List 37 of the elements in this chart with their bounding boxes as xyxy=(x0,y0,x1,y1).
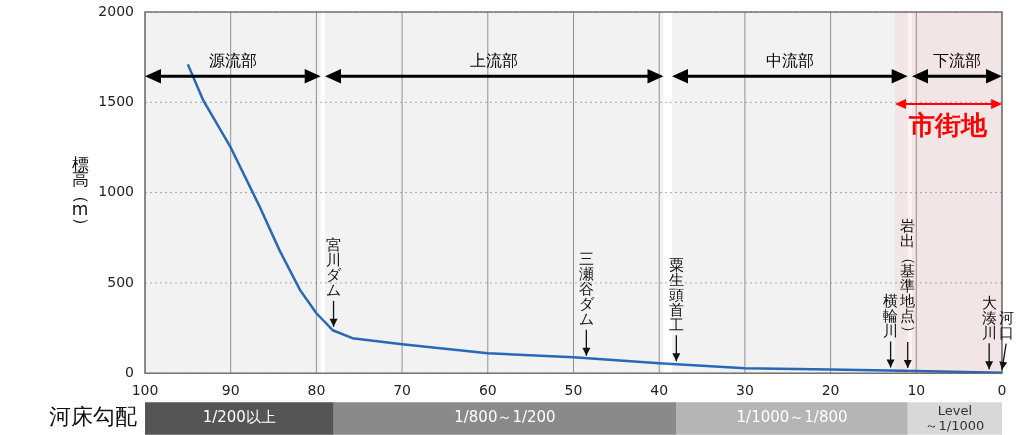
series-label: 1/1000～1/800 xyxy=(736,408,848,427)
x-tick-label: 20 xyxy=(821,382,840,399)
band-label: 中流部 xyxy=(765,51,814,71)
y-tick-label: 1500 xyxy=(98,92,134,109)
x-tick-label: 60 xyxy=(478,382,497,399)
bar xyxy=(676,402,909,435)
band-label: 源流部 xyxy=(208,51,257,71)
y-tick-label: 2000 xyxy=(98,2,134,19)
band-label: 市街地 xyxy=(908,109,989,140)
annotation: 粟生頭首工 xyxy=(668,255,684,334)
band-label: 上流部 xyxy=(470,51,519,71)
x-tick-label: 50 xyxy=(564,382,583,399)
y-tick-label: 0 xyxy=(125,363,134,380)
annotation: 大湊川 xyxy=(981,293,997,342)
y-tick-label: 500 xyxy=(107,273,134,290)
annotation: 宮川ダム xyxy=(326,236,343,300)
band-label: 下流部 xyxy=(933,51,982,71)
annotation: 横輪川 xyxy=(883,291,899,340)
series-label: Level ～1/1000 xyxy=(925,402,985,433)
series-label: 1/800～1/200 xyxy=(454,408,556,427)
bar xyxy=(333,402,677,435)
x-tick-label: 80 xyxy=(307,382,326,399)
y-tick-label: 河床勾配 xyxy=(49,404,137,430)
x-tick-label: 30 xyxy=(735,382,754,399)
x-tick-label: 70 xyxy=(393,382,412,399)
annotation: 河口 xyxy=(998,309,1014,343)
series-label: 1/200以上 xyxy=(202,408,276,427)
y-tick-label: 1000 xyxy=(98,183,134,200)
x-tick-label: 90 xyxy=(221,382,240,399)
x-tick-label: 100 xyxy=(131,382,159,399)
x-tick-label: 10 xyxy=(907,382,926,399)
annotation: 岩出（基準地点） xyxy=(899,217,918,341)
x-tick-label: 0 xyxy=(997,382,1007,399)
bar xyxy=(145,402,334,435)
annotation: 三瀬谷ダム xyxy=(578,250,595,329)
y-axis-title: 標高（m） xyxy=(71,153,92,234)
x-tick-label: 40 xyxy=(650,382,669,399)
